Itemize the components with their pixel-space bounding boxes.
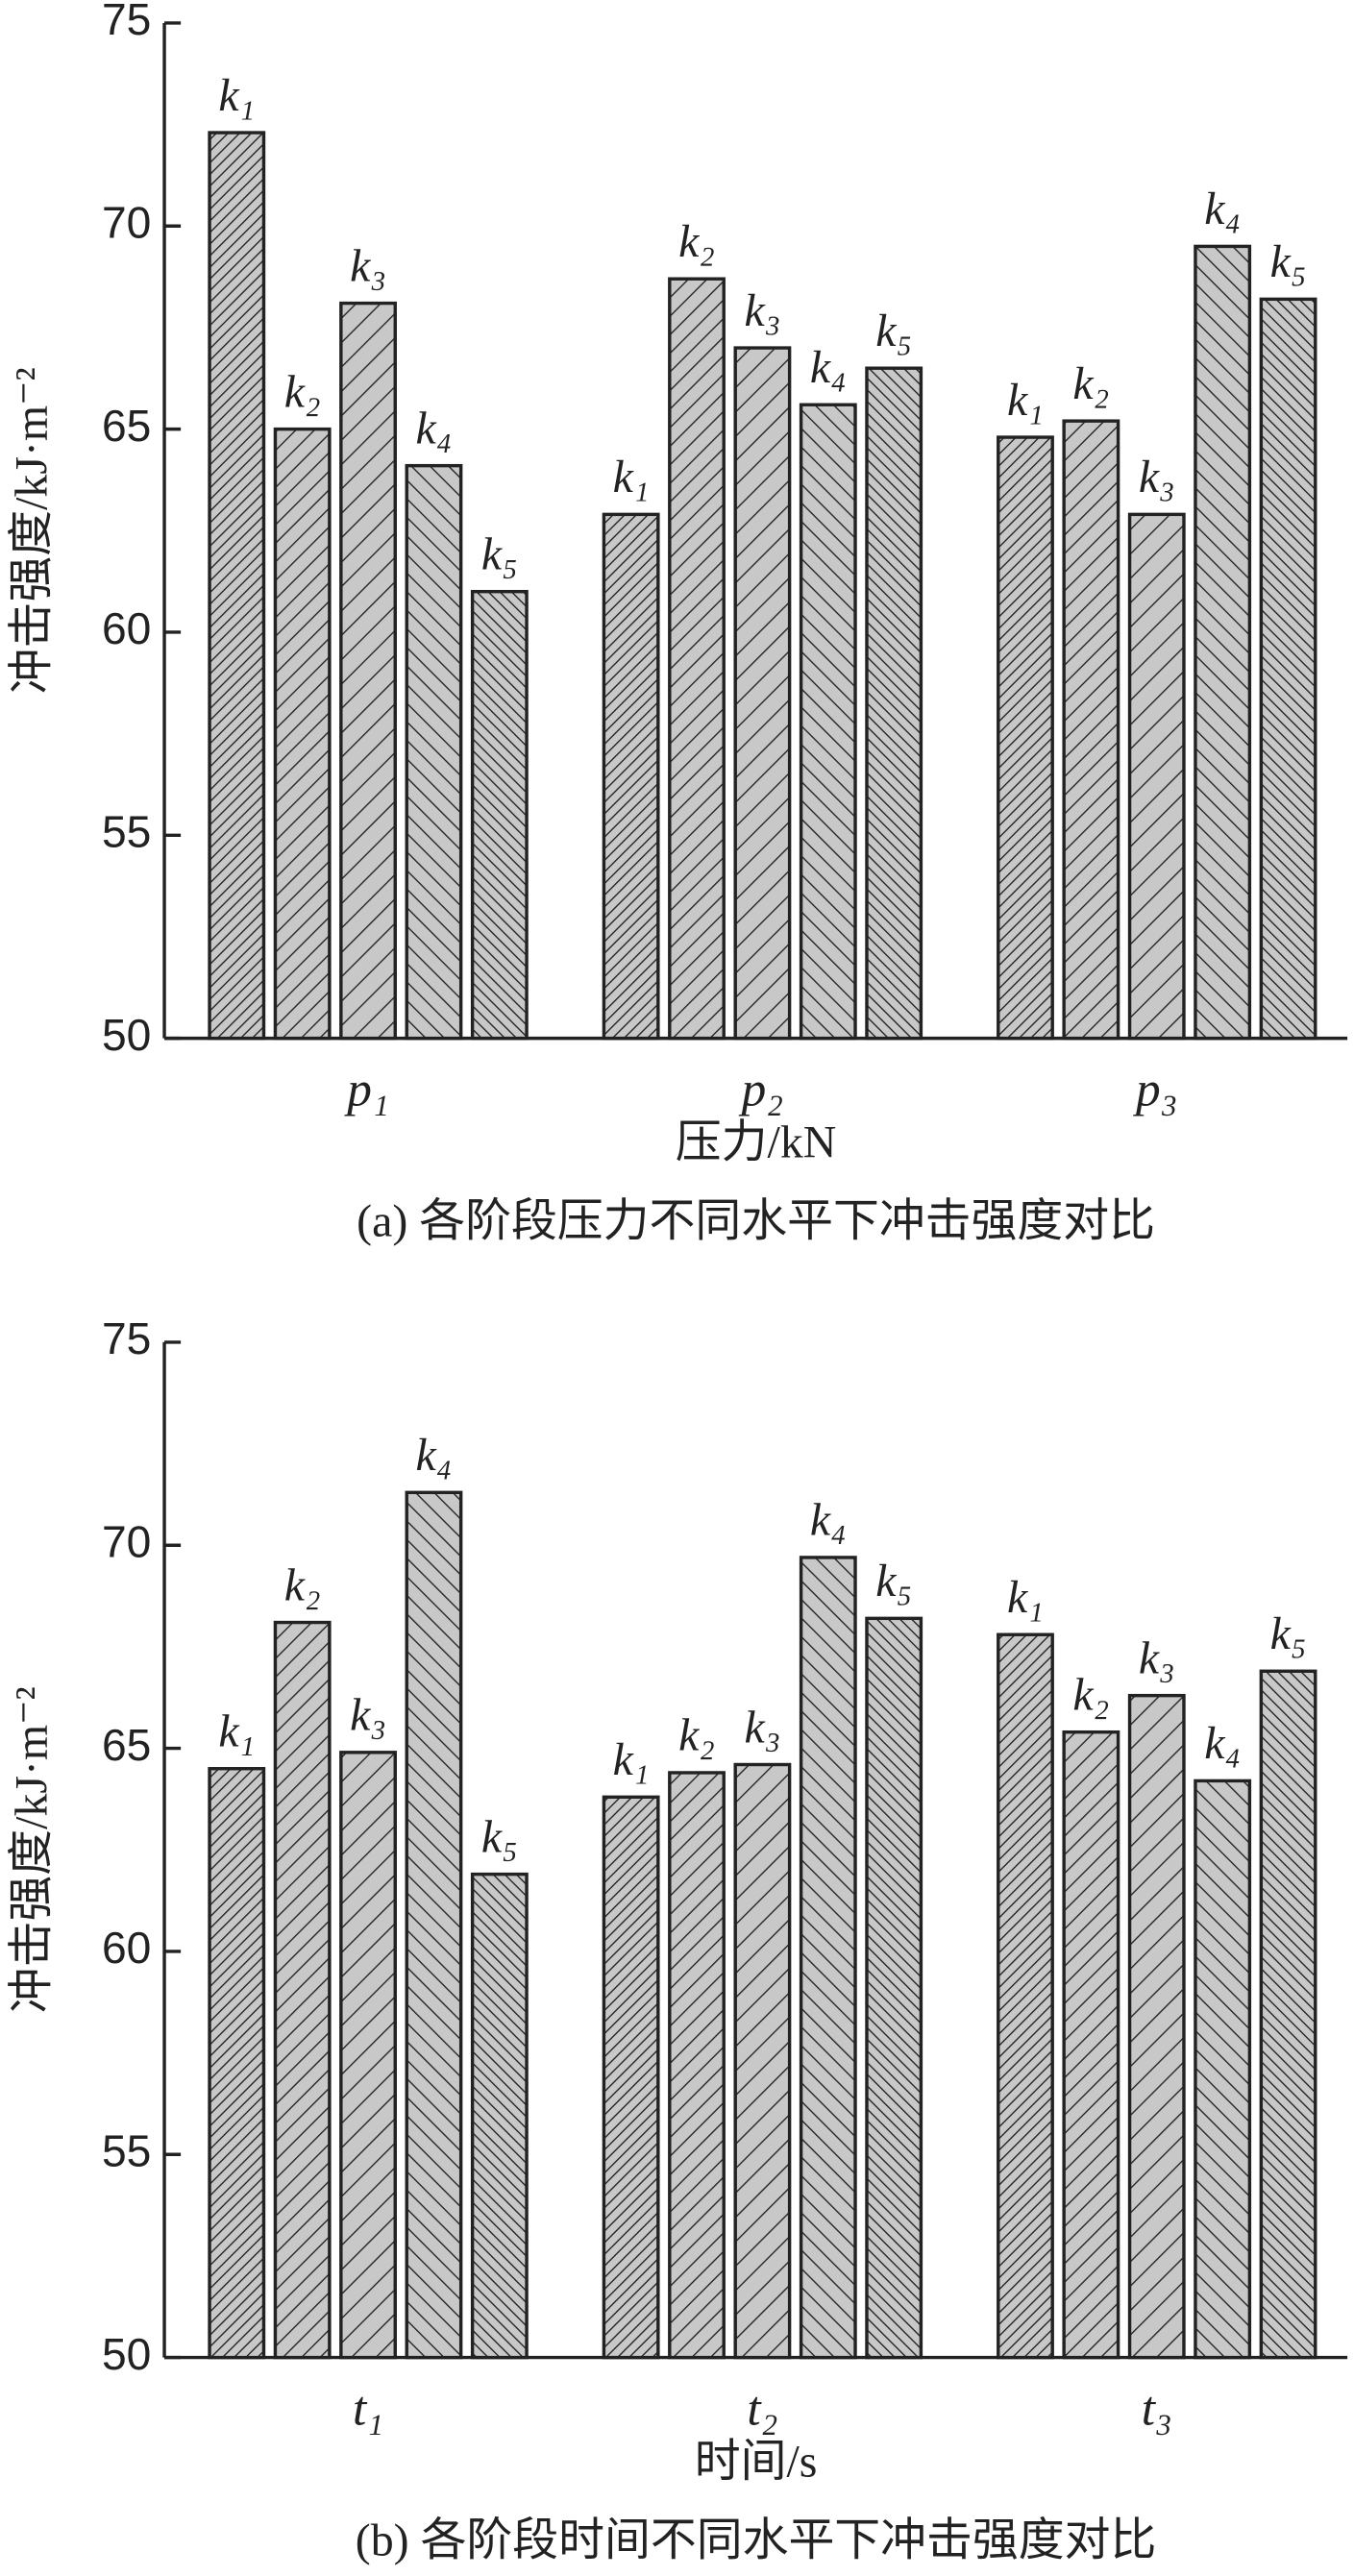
bar [733,1762,792,2360]
bar-label: k₄ [1204,1718,1241,1769]
bar-label: k₁ [613,1734,650,1785]
bar [668,1771,726,2360]
y-tick-label: 50 [102,1010,151,1060]
bar [997,1632,1054,2360]
y-tick-label: 75 [102,0,151,44]
bar [865,1616,923,2360]
bar [470,1872,529,2360]
bar-label: k₂ [284,1559,321,1610]
bar [208,1767,266,2360]
bar [1194,1779,1252,2360]
bar-label: k₄ [416,403,453,454]
bar-label: k₂ [1072,1669,1109,1720]
bar-label: k₂ [1072,358,1109,409]
bar-label: k₃ [744,285,780,336]
bar-label: k₁ [1007,375,1044,426]
y-tick-label: 65 [102,401,151,451]
bar-label: k₂ [678,216,715,267]
x-axis-label: 时间/s [695,2436,818,2487]
bar [273,1620,332,2360]
bar [668,277,726,1041]
bar-label: k₅ [875,306,912,356]
x-tick-label: t₁ [353,2381,383,2436]
bar-label: k₅ [875,1556,912,1607]
bar [470,589,529,1041]
y-tick-label: 60 [102,603,151,653]
bar-label: k₃ [744,1702,780,1753]
bar-label: k₅ [1270,1608,1307,1659]
bar [1062,419,1120,1041]
bar [602,512,660,1041]
y-tick-label: 70 [102,197,151,247]
caption: (a) 各阶段压力不同水平下冲击强度对比 [357,1196,1155,1247]
bar-label: k₄ [810,342,847,393]
bar-label: k₄ [1204,184,1241,234]
caption: (b) 各阶段时间不同水平下冲击强度对比 [356,2515,1157,2565]
bar [1259,297,1317,1041]
y-tick-label: 60 [102,1923,151,1973]
x-tick-label: t₂ [747,2381,777,2436]
bar [339,301,397,1041]
y-tick-label: 65 [102,1720,151,1770]
x-axis-label: 压力/kN [676,1116,837,1167]
bar-label: k₃ [350,240,386,291]
bar-label: k₅ [1270,236,1307,287]
bar [733,346,792,1041]
x-tick-label: p₁ [344,1063,388,1117]
bar [405,1490,463,2360]
bar [273,427,332,1041]
y-axis-label: 冲击强度/kJ·m⁻² [7,1686,58,2013]
bar-label: k₂ [284,366,321,417]
y-tick-label: 70 [102,1516,151,1566]
bar [1194,244,1252,1041]
bar [799,403,857,1041]
bar [865,366,923,1041]
bar [602,1795,660,2360]
y-tick-label: 75 [102,1313,151,1363]
bar [208,131,266,1041]
bar-label: k₁ [613,452,650,503]
bar-label: k₄ [416,1430,453,1481]
y-tick-label: 55 [102,2125,151,2175]
bar-label: k₄ [810,1495,847,1546]
x-tick-label: p₃ [1133,1063,1177,1117]
bar [997,435,1054,1041]
y-tick-label: 50 [102,2329,151,2379]
bar-label: k₁ [1007,1572,1044,1623]
bar-label: k₃ [1139,452,1175,503]
bar [1127,512,1186,1041]
y-axis-label: 冲击强度/kJ·m⁻² [7,367,58,694]
bar [339,1751,397,2360]
bar [1259,1669,1317,2360]
bar-label: k₅ [481,528,518,579]
y-tick-label: 55 [102,806,151,856]
bar-label: k₃ [350,1690,386,1741]
x-tick-label: t₃ [1142,2381,1172,2436]
x-tick-label: p₂ [739,1063,783,1117]
bar [799,1556,857,2360]
bar [1062,1730,1120,2360]
bar-label: k₁ [218,1706,255,1757]
bar-label: k₃ [1139,1632,1175,1683]
bar-label: k₅ [481,1811,518,1862]
bar [1127,1693,1186,2360]
bar-label: k₁ [218,70,255,121]
bar-label: k₂ [678,1710,715,1761]
bar [405,463,463,1041]
